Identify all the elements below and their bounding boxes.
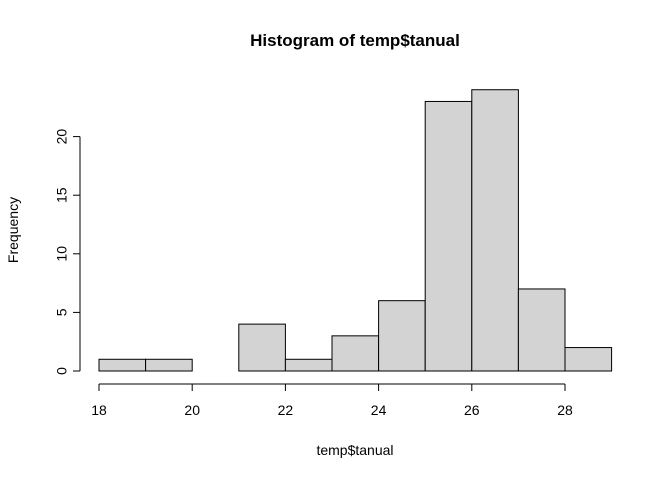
histogram-bar-10 <box>564 347 613 372</box>
x-tick-label-20: 20 <box>184 402 200 418</box>
histogram-bar-0 <box>98 358 147 372</box>
y-tick-label-20: 20 <box>54 129 70 145</box>
histogram-bar-4 <box>284 358 333 372</box>
x-tick-label-18: 18 <box>91 402 107 418</box>
y-axis: 0 5 10 15 20 <box>54 129 81 375</box>
histogram-bar-3 <box>238 323 286 372</box>
x-axis-label: temp$tanual <box>316 442 393 458</box>
histogram-bar-8 <box>471 89 519 372</box>
x-tick-label-26: 26 <box>464 402 480 418</box>
x-tick-label-24: 24 <box>371 402 387 418</box>
x-tick-label-22: 22 <box>278 402 294 418</box>
y-tick-label-0: 0 <box>54 367 70 375</box>
histogram-bar-1 <box>145 358 193 372</box>
x-tick-label-28: 28 <box>557 402 573 418</box>
histogram-bar-5 <box>331 335 380 372</box>
y-tick-label-15: 15 <box>54 187 70 203</box>
histogram-bar-7 <box>424 100 473 372</box>
chart-title: Histogram of temp$tanual <box>250 31 460 50</box>
histogram-bar-6 <box>378 300 426 372</box>
histogram-bar-9 <box>517 288 566 372</box>
y-axis-label: Frequency <box>5 197 21 263</box>
bars-group <box>98 89 613 372</box>
x-axis: 18 20 22 24 26 28 <box>91 383 573 418</box>
y-tick-label-10: 10 <box>54 246 70 262</box>
y-tick-label-5: 5 <box>54 308 70 316</box>
